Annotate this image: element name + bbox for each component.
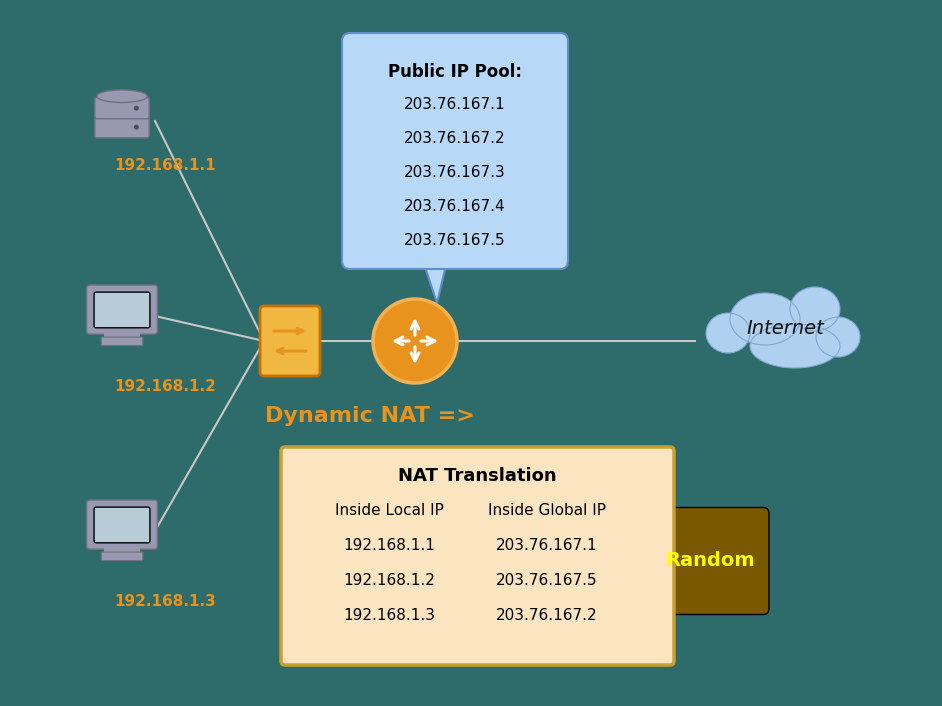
- Circle shape: [134, 125, 138, 130]
- Bar: [119, 330, 125, 336]
- Ellipse shape: [97, 90, 147, 102]
- Text: 203.76.167.2: 203.76.167.2: [404, 131, 506, 146]
- Ellipse shape: [816, 317, 860, 357]
- Text: 192.168.1.2: 192.168.1.2: [114, 379, 216, 394]
- Text: 203.76.167.5: 203.76.167.5: [496, 573, 597, 588]
- FancyBboxPatch shape: [87, 500, 157, 549]
- Circle shape: [134, 106, 138, 111]
- Text: 192.168.1.3: 192.168.1.3: [114, 594, 216, 609]
- FancyBboxPatch shape: [95, 97, 149, 119]
- Ellipse shape: [790, 287, 840, 331]
- Text: Internet: Internet: [746, 318, 824, 337]
- FancyBboxPatch shape: [260, 306, 320, 376]
- Ellipse shape: [730, 293, 800, 345]
- Ellipse shape: [750, 324, 840, 368]
- Text: Inside Local IP: Inside Local IP: [334, 503, 444, 518]
- Text: 192.168.1.2: 192.168.1.2: [343, 573, 435, 588]
- FancyBboxPatch shape: [87, 285, 157, 334]
- FancyBboxPatch shape: [95, 116, 149, 138]
- Bar: [417, 255, 453, 265]
- Text: Public IP Pool:: Public IP Pool:: [388, 63, 522, 81]
- Bar: [119, 544, 125, 551]
- Text: 192.168.1.1: 192.168.1.1: [114, 158, 216, 173]
- Polygon shape: [423, 261, 447, 303]
- FancyBboxPatch shape: [342, 33, 568, 269]
- Bar: [104, 333, 140, 337]
- Text: NAT Translation: NAT Translation: [398, 467, 557, 485]
- Text: 203.76.167.1: 203.76.167.1: [404, 97, 506, 112]
- Text: Dynamic NAT =>: Dynamic NAT =>: [265, 406, 475, 426]
- Text: Inside Global IP: Inside Global IP: [488, 503, 606, 518]
- Circle shape: [373, 299, 457, 383]
- FancyBboxPatch shape: [101, 552, 143, 561]
- Text: Random: Random: [666, 551, 755, 570]
- Text: 203.76.167.5: 203.76.167.5: [404, 233, 506, 248]
- Ellipse shape: [706, 313, 750, 353]
- FancyBboxPatch shape: [101, 337, 143, 345]
- FancyBboxPatch shape: [94, 292, 150, 328]
- Text: 203.76.167.2: 203.76.167.2: [496, 608, 597, 623]
- Text: 192.168.1.1: 192.168.1.1: [343, 538, 435, 553]
- Text: 192.168.1.3: 192.168.1.3: [343, 608, 435, 623]
- Text: 203.76.167.1: 203.76.167.1: [496, 538, 597, 553]
- FancyBboxPatch shape: [94, 507, 150, 543]
- FancyBboxPatch shape: [281, 447, 674, 665]
- Text: 203.76.167.4: 203.76.167.4: [404, 199, 506, 214]
- Text: 203.76.167.3: 203.76.167.3: [404, 165, 506, 180]
- FancyBboxPatch shape: [652, 508, 769, 614]
- Bar: [104, 548, 140, 552]
